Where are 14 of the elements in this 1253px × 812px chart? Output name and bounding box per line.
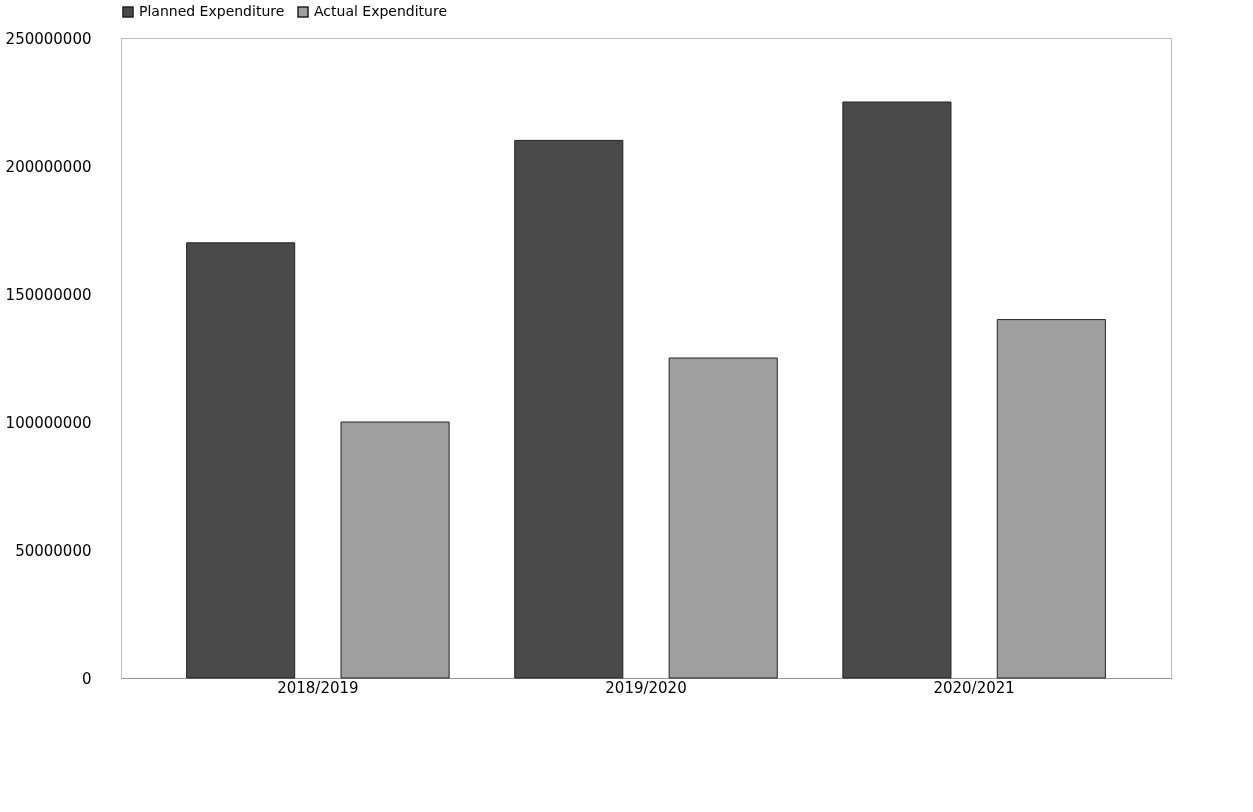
y-tick-label: 0 [81,669,92,688]
legend-label: Planned Expenditure [139,3,285,19]
legend-label: Actual Expenditure [314,3,448,19]
y-tick-label: 50000000 [15,541,92,560]
bar [842,101,952,679]
x-tick-label: 2020/2021 [933,678,1015,697]
x-tick-label: 2019/2020 [605,678,687,697]
y-tick-label: 200000000 [5,157,92,176]
y-tick-label: 100000000 [5,413,92,432]
x-tick-label: 2018/2019 [277,678,359,697]
y-tick-label: 250000000 [5,29,92,48]
bar [186,242,296,679]
bar [514,139,624,679]
y-tick-label: 150000000 [5,285,92,304]
